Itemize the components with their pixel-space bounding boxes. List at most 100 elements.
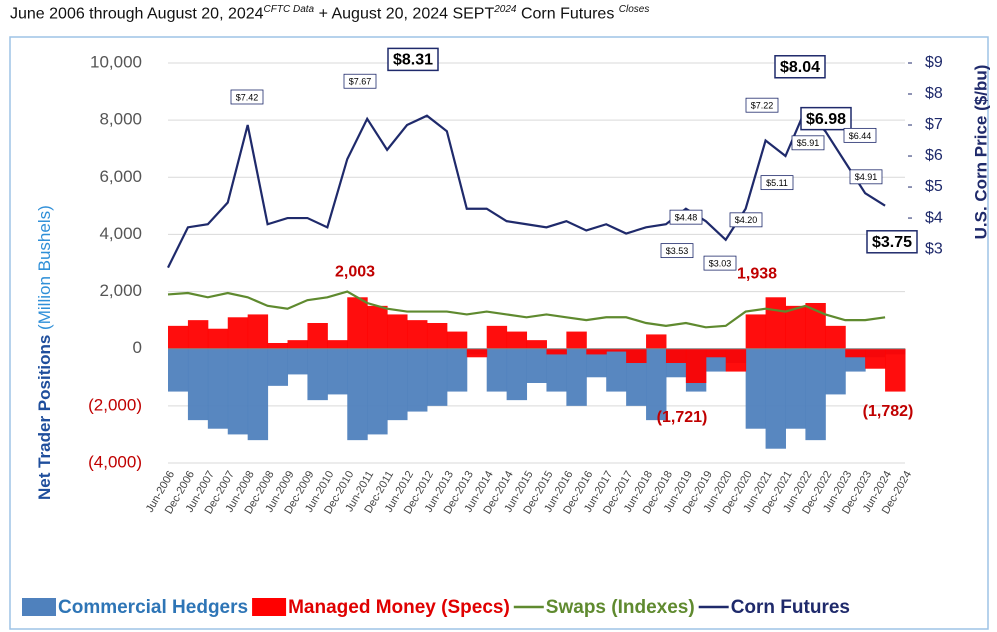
bar — [267, 343, 289, 349]
bar — [646, 348, 667, 421]
chart-title: June 2006 through August 20, 2024CFTC Da… — [10, 4, 649, 23]
bar — [506, 348, 528, 401]
price-label-box — [387, 47, 439, 72]
title-text: + August 20, 2024 SEPT — [318, 5, 495, 23]
bar — [486, 348, 508, 392]
bar — [486, 325, 508, 349]
price-label: $4.20 — [735, 215, 758, 225]
legend-label: Corn Futures — [731, 597, 850, 618]
bar — [287, 340, 308, 349]
bar — [865, 348, 886, 369]
title-sup: 2024 — [494, 4, 517, 15]
bar — [785, 305, 806, 349]
bar — [805, 348, 826, 441]
bar — [267, 348, 289, 386]
position-label: 2,003 — [335, 264, 375, 281]
y2-tick-label: $7 — [925, 116, 943, 133]
bar — [785, 348, 806, 429]
price-label-box — [729, 212, 763, 228]
price-label-box — [660, 243, 694, 259]
legend: Commercial Hedgers Managed Money (Specs) S… — [22, 597, 850, 618]
price-label: $5.11 — [766, 178, 788, 188]
position-label: 1,938 — [737, 266, 777, 283]
legend-label: Managed Money (Specs) — [288, 597, 510, 618]
bar — [566, 348, 587, 406]
price-label-box — [343, 73, 377, 89]
price-label-box — [703, 255, 737, 271]
line-series — [167, 290, 886, 329]
y-tick-label: (2,000) — [88, 395, 142, 414]
y-tick-label: 4,000 — [99, 224, 142, 243]
title-sup: Closes — [618, 4, 650, 15]
bar — [745, 314, 767, 349]
price-label: $3.75 — [872, 234, 912, 251]
bar — [207, 348, 229, 429]
bar — [426, 323, 448, 349]
price-label-box — [669, 209, 703, 225]
bar — [187, 348, 209, 421]
bar — [566, 331, 587, 349]
bar — [387, 348, 408, 421]
y-tick-label: 2,000 — [99, 281, 142, 300]
bar — [765, 297, 786, 349]
y-tick-label: 0 — [133, 338, 142, 357]
y2-tick-label: $9 — [925, 54, 943, 71]
bar — [546, 348, 567, 355]
y-tick-label: (4,000) — [88, 452, 142, 471]
price-label: $4.48 — [675, 213, 698, 223]
bar — [745, 348, 767, 429]
y-axis-label: Net Trader Positions (Million Bushels) — [35, 205, 54, 500]
bar — [327, 340, 348, 349]
price-label: $7.67 — [349, 77, 372, 87]
price-label-box — [230, 89, 264, 105]
bar — [725, 348, 747, 372]
legend-swatch — [22, 598, 56, 616]
price-label: $3.53 — [666, 246, 689, 256]
y2-tick-label: $4 — [925, 209, 943, 226]
bar — [765, 348, 786, 449]
bar — [407, 320, 428, 349]
bar — [327, 348, 348, 395]
bar — [347, 348, 368, 441]
legend-label: Commercial Hedgers — [58, 597, 248, 618]
bar — [387, 314, 408, 349]
bar — [685, 348, 707, 383]
title-text: June 2006 through August 20, 2024 — [10, 5, 264, 23]
bar — [187, 320, 209, 349]
y2-tick-label: $5 — [925, 178, 943, 195]
bar — [885, 348, 906, 392]
bar — [705, 348, 727, 358]
y2-axis-label: U.S. Corn Price ($/bu) — [971, 65, 990, 240]
price-label-box — [843, 127, 877, 143]
legend-swatch — [252, 598, 287, 616]
bar — [586, 348, 607, 378]
bar — [805, 303, 826, 349]
price-label: $7.22 — [751, 101, 774, 111]
bar — [227, 348, 249, 435]
bar — [347, 297, 368, 349]
bar — [646, 334, 667, 349]
title-sup: CFTC Data — [263, 4, 315, 15]
bar — [307, 323, 328, 349]
bar — [426, 348, 448, 406]
price-label-box — [745, 97, 779, 113]
bar — [526, 340, 547, 349]
bar — [825, 325, 846, 349]
price-label: $3.03 — [709, 258, 732, 268]
title-text: Corn Futures — [520, 5, 615, 23]
y2-tick-label: $8 — [925, 85, 943, 102]
bar — [168, 348, 189, 392]
frame — [9, 36, 989, 630]
price-label: $5.91 — [797, 138, 820, 148]
bar — [626, 348, 647, 363]
bar — [407, 348, 428, 412]
bar — [367, 348, 388, 435]
price-label-box — [774, 55, 826, 79]
price-label-box — [849, 169, 883, 185]
bar — [606, 348, 627, 352]
line-series — [167, 107, 886, 269]
y2-tick-label: $6 — [925, 147, 943, 164]
price-label: $6.98 — [806, 111, 846, 128]
